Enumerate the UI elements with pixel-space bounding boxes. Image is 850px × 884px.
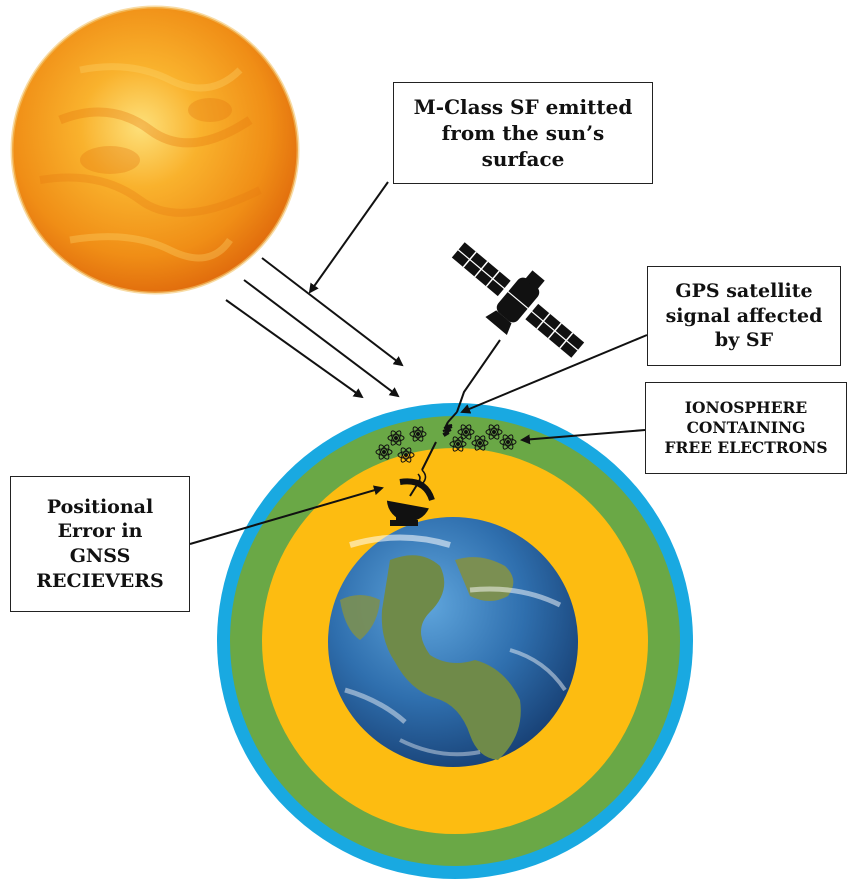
flare-label-arrow — [308, 181, 389, 294]
gps-signal-label-line: by SF — [714, 329, 774, 352]
ionosphere-label-arrow — [520, 429, 646, 445]
solar-flare-rays — [225, 257, 404, 399]
gps-signal-label: GPS satellite signal affected by SF — [647, 266, 841, 366]
solar-flare-label-line: surface — [481, 147, 565, 171]
receiver-error-label-line: Error in — [57, 520, 143, 543]
receiver-error-label-line: GNSS — [69, 545, 131, 567]
solar-flare-label-line: M-Class SF emitted — [413, 95, 633, 119]
gps-signal-label-line: GPS satellite — [675, 279, 813, 302]
receiver-label-arrow — [189, 485, 384, 545]
ionosphere-label: IONOSPHERE CONTAINING FREE ELECTRONS — [645, 382, 847, 474]
gps-label-arrow — [460, 334, 648, 414]
receiver-error-label: Positional Error in GNSS RECIEVERS — [10, 476, 190, 612]
signal-wave-icon — [421, 411, 458, 471]
satellite-signal-line — [456, 339, 501, 413]
solar-flare-label-line: from the sun’s — [441, 121, 605, 145]
satellite-dish-icon — [386, 469, 435, 526]
solar-flare-label: M-Class SF emitted from the sun’s surfac… — [393, 82, 653, 184]
earth-icon — [328, 517, 578, 767]
gps-signal-label-line: signal affected — [665, 304, 823, 327]
ionosphere-label-line: IONOSPHERE — [684, 397, 808, 417]
ionosphere-label-line: FREE ELECTRONS — [664, 438, 828, 458]
receiver-error-label-line: Positional — [46, 495, 154, 518]
gps-satellite-icon — [451, 242, 585, 358]
sun-icon — [10, 5, 300, 295]
ionosphere-label-line: CONTAINING — [686, 417, 806, 437]
receiver-error-label-line: RECIEVERS — [36, 569, 164, 592]
